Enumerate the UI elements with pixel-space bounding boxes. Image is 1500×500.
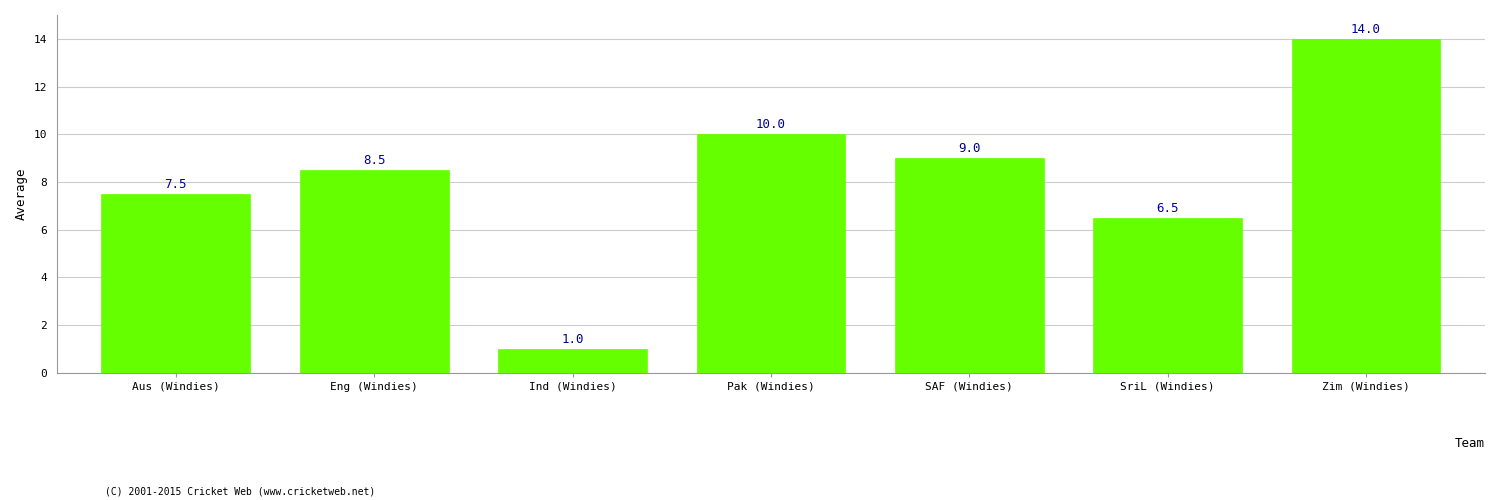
Bar <box>696 134 846 372</box>
Text: 6.5: 6.5 <box>1156 202 1179 215</box>
Text: 14.0: 14.0 <box>1352 23 1382 36</box>
Bar <box>1292 39 1440 372</box>
Bar <box>896 158 1044 372</box>
Text: (C) 2001-2015 Cricket Web (www.cricketweb.net): (C) 2001-2015 Cricket Web (www.cricketwe… <box>105 487 375 497</box>
Text: Team: Team <box>1455 437 1485 450</box>
Text: 8.5: 8.5 <box>363 154 386 167</box>
Bar <box>300 170 448 372</box>
Bar <box>498 349 646 372</box>
Y-axis label: Average: Average <box>15 168 28 220</box>
Text: 10.0: 10.0 <box>756 118 786 132</box>
Text: 9.0: 9.0 <box>958 142 981 155</box>
Bar <box>102 194 250 372</box>
Bar <box>1094 218 1242 372</box>
Text: 1.0: 1.0 <box>561 333 584 346</box>
Text: 7.5: 7.5 <box>165 178 188 191</box>
